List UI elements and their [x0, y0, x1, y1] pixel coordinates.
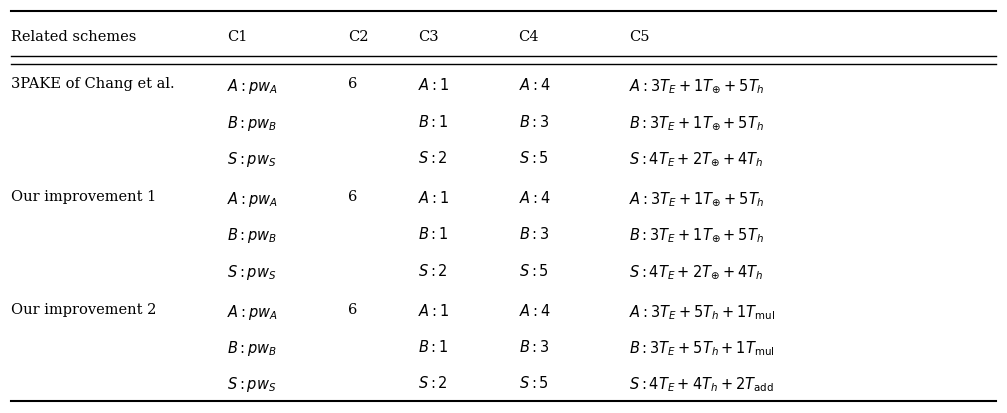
Text: Related schemes: Related schemes [11, 30, 137, 44]
Text: $B : 1$: $B : 1$ [418, 338, 449, 354]
Text: $A : pw_A$: $A : pw_A$ [228, 190, 278, 209]
Text: $B : pw_B$: $B : pw_B$ [228, 114, 278, 132]
Text: $A : 1$: $A : 1$ [418, 77, 449, 93]
Text: 6: 6 [347, 77, 357, 91]
Text: $S : 4T_E + 2T_{\oplus} + 4T_h$: $S : 4T_E + 2T_{\oplus} + 4T_h$ [629, 262, 763, 280]
Text: C5: C5 [629, 30, 650, 44]
Text: $A : 3T_E + 5T_h + 1T_{\mathrm{mul}}$: $A : 3T_E + 5T_h + 1T_{\mathrm{mul}}$ [629, 302, 775, 321]
Text: $B : 3T_E + 5T_h + 1T_{\mathrm{mul}}$: $B : 3T_E + 5T_h + 1T_{\mathrm{mul}}$ [629, 338, 774, 357]
Text: $S : 2$: $S : 2$ [418, 374, 448, 390]
Text: $S : 4T_E + 2T_{\oplus} + 4T_h$: $S : 4T_E + 2T_{\oplus} + 4T_h$ [629, 150, 763, 167]
Text: $A : 1$: $A : 1$ [418, 302, 449, 318]
Text: $B : 3$: $B : 3$ [519, 114, 549, 129]
Text: $S : 5$: $S : 5$ [519, 150, 549, 166]
Text: $A : pw_A$: $A : pw_A$ [228, 77, 278, 96]
Text: $S : 2$: $S : 2$ [418, 150, 448, 166]
Text: $B : 1$: $B : 1$ [418, 114, 449, 129]
Text: $S : pw_S$: $S : pw_S$ [228, 262, 277, 281]
Text: $A : 1$: $A : 1$ [418, 190, 449, 206]
Text: $A : 3T_E + 1T_{\oplus} + 5T_h$: $A : 3T_E + 1T_{\oplus} + 5T_h$ [629, 190, 764, 208]
Text: 3PAKE of Chang et al.: 3PAKE of Chang et al. [11, 77, 175, 91]
Text: $S : 4T_E + 4T_h + 2T_{\mathrm{add}}$: $S : 4T_E + 4T_h + 2T_{\mathrm{add}}$ [629, 374, 773, 393]
Text: C4: C4 [519, 30, 539, 44]
Text: $A : pw_A$: $A : pw_A$ [228, 302, 278, 321]
Text: $B : 3T_E + 1T_{\oplus} + 5T_h$: $B : 3T_E + 1T_{\oplus} + 5T_h$ [629, 226, 764, 244]
Text: C3: C3 [418, 30, 439, 44]
Text: 6: 6 [347, 302, 357, 316]
Text: $B : pw_B$: $B : pw_B$ [228, 338, 278, 357]
Text: $B : 3$: $B : 3$ [519, 338, 549, 354]
Text: C1: C1 [228, 30, 248, 44]
Text: $A : 4$: $A : 4$ [519, 302, 551, 318]
Text: $A : 4$: $A : 4$ [519, 77, 551, 93]
Text: $S : pw_S$: $S : pw_S$ [228, 374, 277, 393]
Text: $S : pw_S$: $S : pw_S$ [228, 150, 277, 169]
Text: $B : 3$: $B : 3$ [519, 226, 549, 242]
Text: $B : pw_B$: $B : pw_B$ [228, 226, 278, 245]
Text: $S : 5$: $S : 5$ [519, 374, 549, 390]
Text: 6: 6 [347, 190, 357, 204]
Text: $A : 3T_E + 1T_{\oplus} + 5T_h$: $A : 3T_E + 1T_{\oplus} + 5T_h$ [629, 77, 764, 95]
Text: $B : 1$: $B : 1$ [418, 226, 449, 242]
Text: $S : 5$: $S : 5$ [519, 262, 549, 278]
Text: C2: C2 [347, 30, 369, 44]
Text: Our improvement 1: Our improvement 1 [11, 190, 157, 204]
Text: $S : 2$: $S : 2$ [418, 262, 448, 278]
Text: $B : 3T_E + 1T_{\oplus} + 5T_h$: $B : 3T_E + 1T_{\oplus} + 5T_h$ [629, 114, 764, 131]
Text: $A : 4$: $A : 4$ [519, 190, 551, 206]
Text: Our improvement 2: Our improvement 2 [11, 302, 157, 316]
